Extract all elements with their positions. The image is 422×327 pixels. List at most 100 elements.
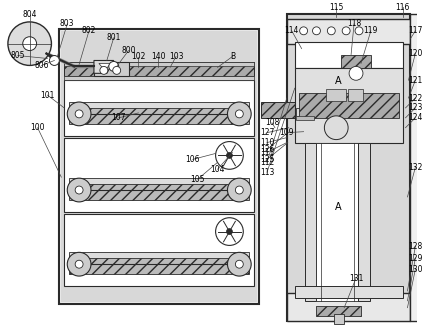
Text: 122: 122: [408, 94, 422, 103]
Circle shape: [227, 252, 251, 276]
Circle shape: [67, 252, 91, 276]
Text: 101: 101: [40, 91, 55, 100]
Text: A: A: [335, 76, 341, 86]
Bar: [341, 55, 371, 68]
Bar: [411, 14, 422, 320]
Polygon shape: [94, 60, 114, 73]
Bar: [64, 214, 254, 286]
Bar: [326, 89, 346, 101]
Text: 106: 106: [186, 155, 200, 164]
Text: 108: 108: [265, 118, 279, 127]
Text: 114: 114: [284, 26, 299, 35]
Text: 804: 804: [22, 10, 37, 20]
Circle shape: [109, 61, 119, 71]
Text: 125: 125: [260, 155, 274, 164]
Bar: [69, 252, 249, 258]
Circle shape: [300, 27, 308, 35]
Circle shape: [227, 102, 251, 126]
Circle shape: [216, 218, 243, 246]
Text: 806: 806: [34, 61, 49, 70]
Circle shape: [235, 110, 243, 118]
Bar: [69, 178, 249, 184]
Text: 100: 100: [30, 123, 45, 132]
Text: 112: 112: [260, 158, 274, 167]
Bar: [69, 106, 249, 124]
Bar: [261, 102, 296, 118]
Circle shape: [349, 66, 363, 80]
Text: 124: 124: [408, 113, 422, 122]
Circle shape: [227, 178, 251, 202]
Bar: [287, 14, 411, 320]
Bar: [348, 89, 363, 101]
Text: 132: 132: [408, 163, 422, 172]
Circle shape: [67, 178, 91, 202]
Bar: [287, 19, 411, 44]
Circle shape: [8, 22, 51, 65]
Bar: [69, 182, 249, 200]
Text: 131: 131: [349, 274, 363, 283]
Bar: [358, 143, 370, 301]
Text: 107: 107: [111, 113, 126, 122]
Polygon shape: [99, 63, 111, 70]
Text: 802: 802: [82, 26, 96, 35]
Circle shape: [342, 27, 350, 35]
Bar: [296, 108, 314, 116]
Text: 116: 116: [395, 3, 410, 11]
Bar: [60, 29, 259, 304]
Text: 121: 121: [408, 76, 422, 85]
Circle shape: [227, 152, 233, 158]
Bar: [296, 116, 314, 120]
Text: 127: 127: [260, 128, 274, 137]
Text: 805: 805: [11, 51, 25, 60]
Circle shape: [49, 56, 60, 65]
Circle shape: [113, 66, 121, 74]
Circle shape: [23, 37, 37, 51]
Bar: [94, 62, 129, 76]
Bar: [69, 256, 249, 274]
Text: 120: 120: [408, 49, 422, 58]
Text: 103: 103: [169, 52, 183, 61]
Text: 140: 140: [151, 52, 165, 61]
Circle shape: [75, 186, 83, 194]
Text: 803: 803: [60, 19, 75, 28]
Bar: [316, 143, 358, 301]
Circle shape: [100, 66, 108, 74]
Text: 801: 801: [106, 33, 121, 42]
Bar: [295, 68, 403, 143]
Text: 130: 130: [408, 265, 422, 274]
Bar: [69, 102, 249, 108]
Text: 105: 105: [191, 175, 205, 184]
Text: 126: 126: [260, 145, 274, 154]
Text: 118: 118: [347, 19, 361, 28]
Bar: [64, 138, 254, 212]
Circle shape: [325, 116, 348, 140]
Text: 111: 111: [260, 148, 274, 157]
Bar: [64, 76, 254, 80]
Text: 117: 117: [408, 26, 422, 35]
Text: A: A: [335, 202, 341, 212]
Circle shape: [327, 27, 335, 35]
Text: 102: 102: [131, 52, 146, 61]
Circle shape: [67, 102, 91, 126]
Text: 128: 128: [408, 242, 422, 251]
Text: 115: 115: [329, 3, 344, 11]
Bar: [295, 286, 403, 298]
Bar: [64, 80, 254, 136]
Circle shape: [235, 186, 243, 194]
Bar: [295, 42, 403, 68]
Bar: [61, 31, 257, 302]
Bar: [287, 293, 411, 320]
Bar: [334, 314, 344, 323]
Circle shape: [227, 229, 233, 234]
Text: 109: 109: [279, 128, 294, 137]
Text: B: B: [230, 52, 235, 61]
Circle shape: [216, 142, 243, 169]
Circle shape: [75, 260, 83, 268]
Circle shape: [75, 110, 83, 118]
Text: 119: 119: [364, 26, 378, 35]
Circle shape: [313, 27, 320, 35]
Bar: [316, 306, 361, 316]
Text: 104: 104: [210, 165, 225, 174]
Text: 800: 800: [121, 46, 136, 55]
Bar: [64, 62, 254, 76]
